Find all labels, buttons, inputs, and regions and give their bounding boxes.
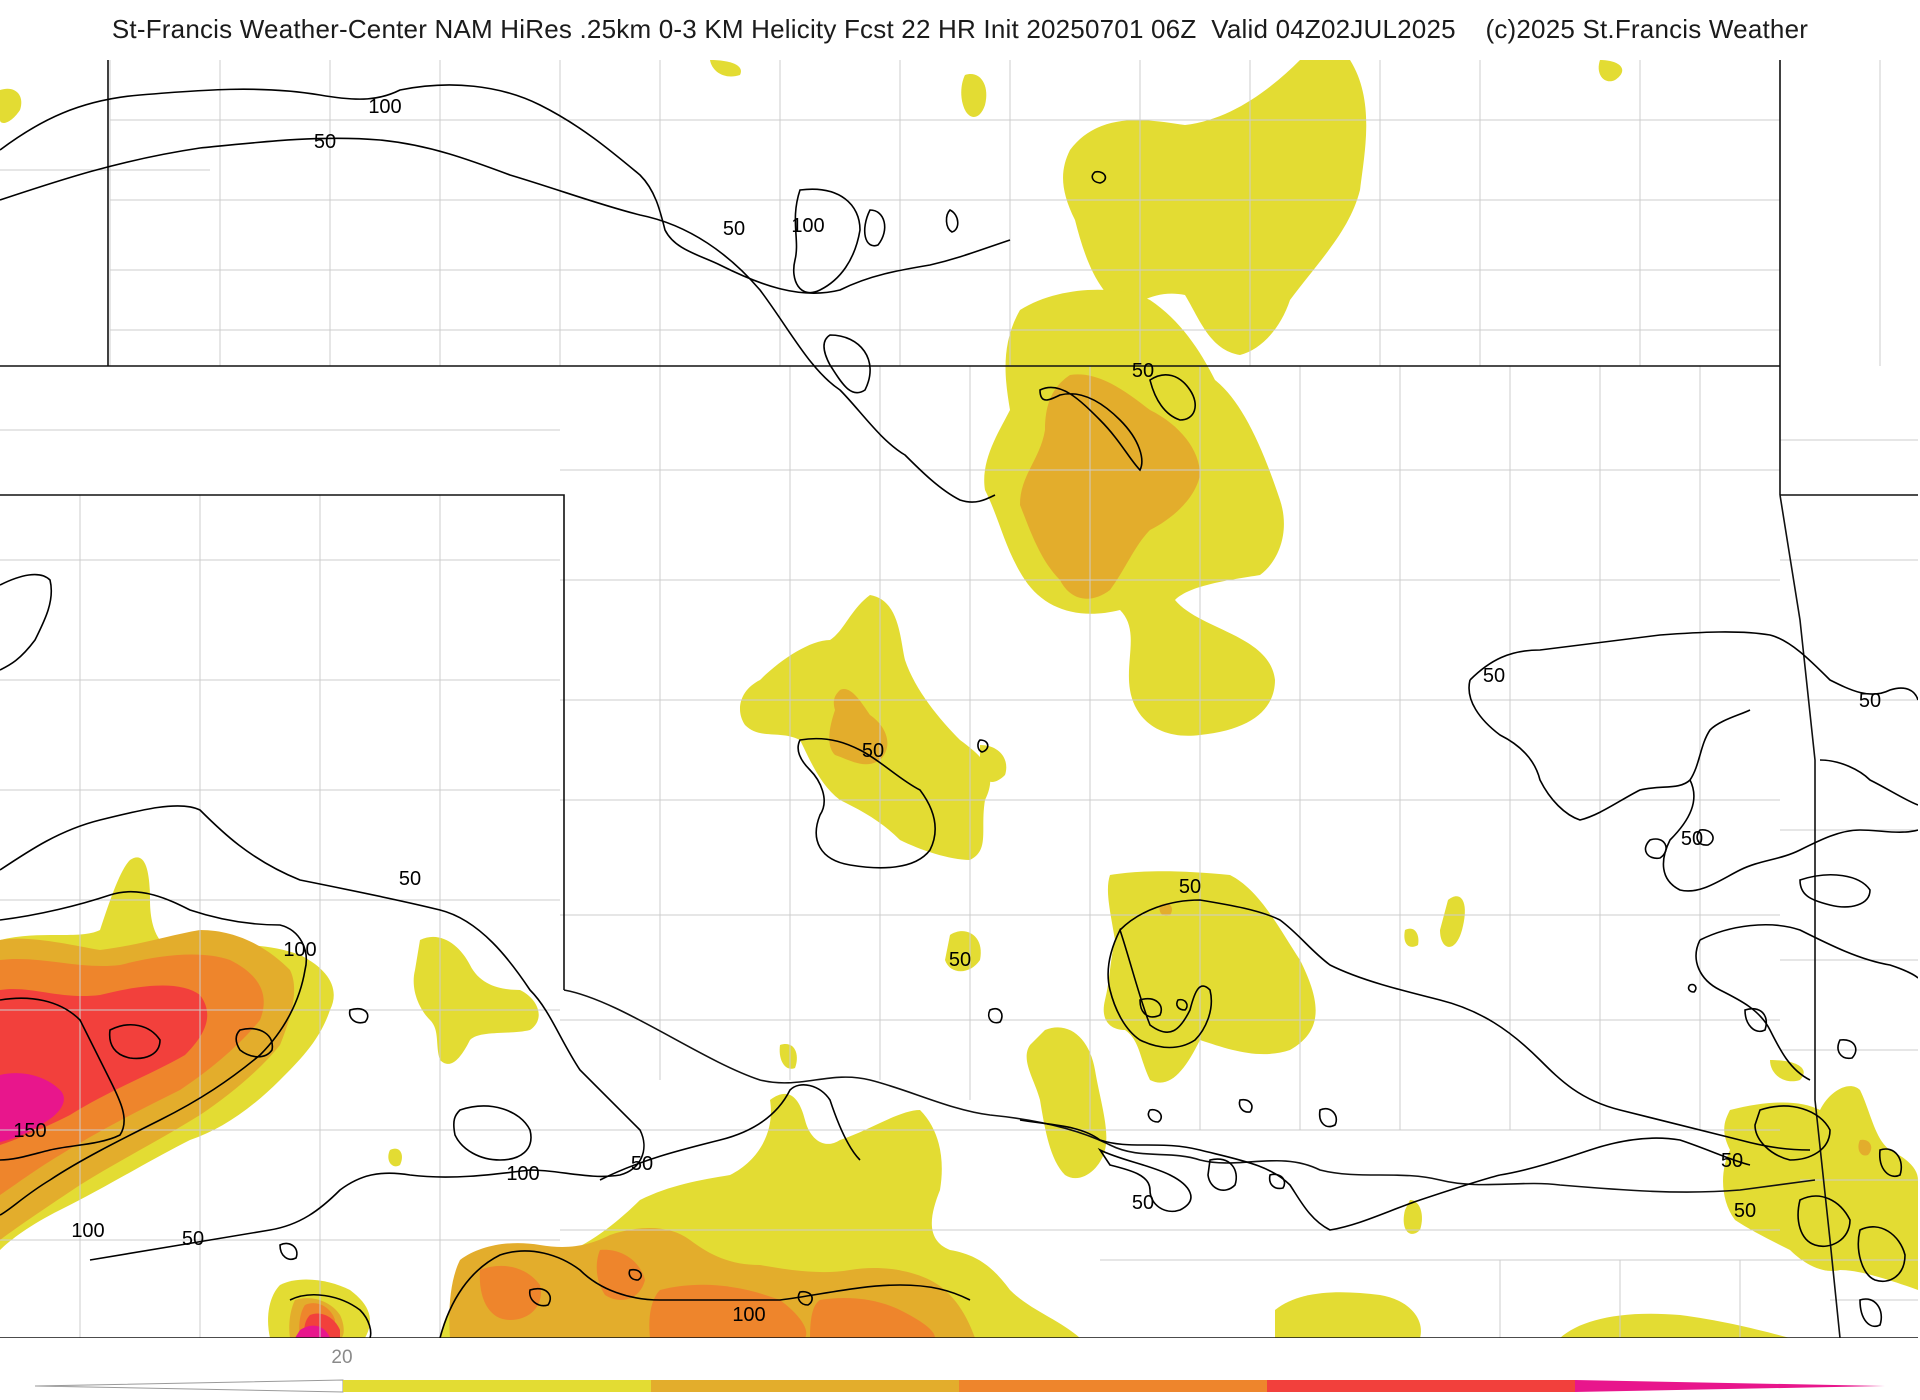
colorbar-segment-1 bbox=[343, 1380, 651, 1392]
contour-label: 50 bbox=[1734, 1200, 1756, 1222]
contour-label: 50 bbox=[1721, 1150, 1743, 1172]
contour-label: 100 bbox=[791, 215, 824, 237]
contour-label: 50 bbox=[862, 740, 884, 762]
colorbar-segments bbox=[34, 1379, 1885, 1393]
colorbar-segment-2 bbox=[651, 1380, 959, 1392]
colorbar: 20 bbox=[34, 1347, 1885, 1393]
contour-label: 50 bbox=[314, 131, 336, 153]
helicity-fill-layer bbox=[0, 60, 1918, 1338]
contour-label: 50 bbox=[182, 1228, 204, 1250]
contour-label: 100 bbox=[368, 96, 401, 118]
colorbar-tick-label: 20 bbox=[331, 1347, 352, 1368]
contour-label: 50 bbox=[1483, 665, 1505, 687]
contour-label: 50 bbox=[1132, 1192, 1154, 1214]
contour-label: 50 bbox=[399, 868, 421, 890]
contour-label: 100 bbox=[283, 939, 316, 961]
fill-level-5 bbox=[0, 1073, 330, 1338]
helicity-map[interactable]: 100 50 50 100 50 50 50 50 50 50 50 50 10… bbox=[0, 60, 1918, 1338]
contour-label: 150 bbox=[13, 1120, 46, 1142]
chart-title: St-Francis Weather-Center NAM HiRes .25k… bbox=[111, 14, 1809, 44]
contour-label: 50 bbox=[1859, 690, 1881, 712]
fill-level-1 bbox=[0, 60, 1918, 1338]
contour-label: 50 bbox=[1132, 360, 1154, 382]
contour-label: 50 bbox=[631, 1153, 653, 1175]
contour-label: 100 bbox=[506, 1163, 539, 1185]
helicity-contours bbox=[0, 84, 1918, 1338]
colorbar-underflow-triangle bbox=[34, 1379, 344, 1393]
contour-label: 100 bbox=[732, 1304, 765, 1326]
colorbar-overflow-triangle bbox=[1575, 1380, 1885, 1392]
contour-label: 100 bbox=[71, 1220, 104, 1242]
colorbar-segment-4 bbox=[1267, 1380, 1575, 1392]
contour-labels: 100 50 50 100 50 50 50 50 50 50 50 50 10… bbox=[13, 96, 1881, 1326]
contour-label: 50 bbox=[1681, 828, 1703, 850]
contour-label: 50 bbox=[1179, 876, 1201, 898]
colorbar-segment-3 bbox=[959, 1380, 1267, 1392]
contour-label: 50 bbox=[949, 949, 971, 971]
county-lines bbox=[0, 60, 1918, 1338]
contour-label: 50 bbox=[723, 218, 745, 240]
state-boundaries bbox=[0, 60, 1918, 1338]
